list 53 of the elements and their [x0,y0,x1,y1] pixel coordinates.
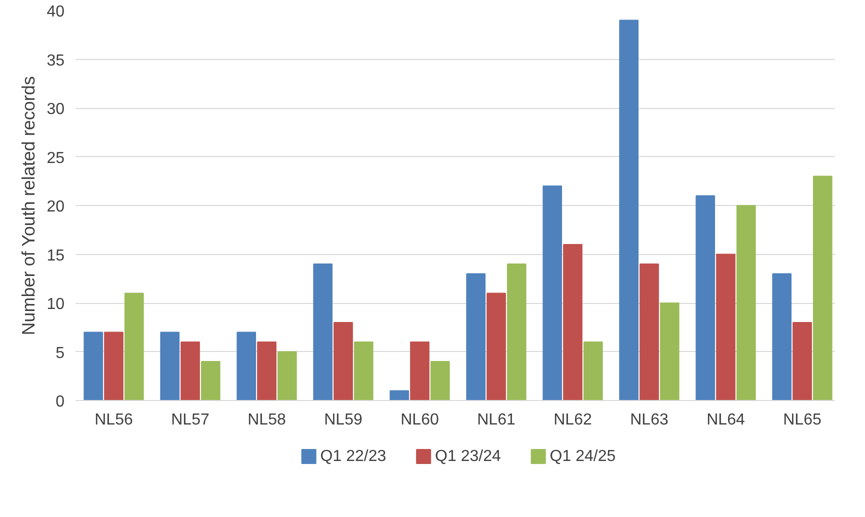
x-tick-label: NL60 [400,412,439,428]
bar [313,264,333,400]
bar [390,390,410,400]
bar [486,292,506,400]
bar [466,273,486,400]
y-axis-title: Number of Youth related records [18,76,39,336]
x-tick-label: NL57 [171,412,210,428]
bar [200,361,220,400]
bar [696,195,716,400]
bar [660,302,680,400]
bar [334,322,353,400]
bar [716,254,736,400]
bar [792,322,812,400]
x-tick-label: NL65 [783,412,822,428]
y-tick-label: 30 [46,101,65,118]
y-tick-label: 40 [46,4,65,20]
bar [410,342,430,400]
bar [640,264,659,400]
bar [772,273,792,400]
bar [160,332,180,400]
x-tick-label: NL64 [706,412,745,428]
y-tick-label: 0 [56,394,65,410]
x-tick-label: NL59 [324,412,362,428]
x-tick-label: NL61 [477,412,516,428]
bar [812,176,832,400]
x-tick-label: NL58 [248,412,286,428]
bar [430,361,450,400]
bar [180,342,200,400]
bar [619,20,639,400]
bar [236,332,256,400]
bar [354,342,374,400]
bar [104,332,124,400]
bar [84,332,104,400]
bar [506,264,526,400]
legend-label: Q1 23/24 [435,448,501,465]
y-tick-label: 35 [46,52,65,70]
x-tick-label: NL63 [630,412,668,428]
bar [124,292,144,400]
bar [277,351,297,400]
x-tick-label: NL56 [94,412,133,428]
legend-label: Q1 24/25 [550,448,616,465]
bar [257,342,276,400]
y-tick-label: 20 [46,198,65,216]
legend-label: Q1 22/23 [320,448,386,465]
y-tick-label: 10 [46,296,65,313]
bar [736,205,756,400]
x-tick-label: NL62 [554,412,592,428]
y-tick-label: 5 [56,344,65,362]
bar [542,186,562,400]
y-tick-label: 25 [46,150,65,167]
bar [583,342,603,400]
bar [563,244,582,400]
y-tick-label: 15 [46,247,65,264]
